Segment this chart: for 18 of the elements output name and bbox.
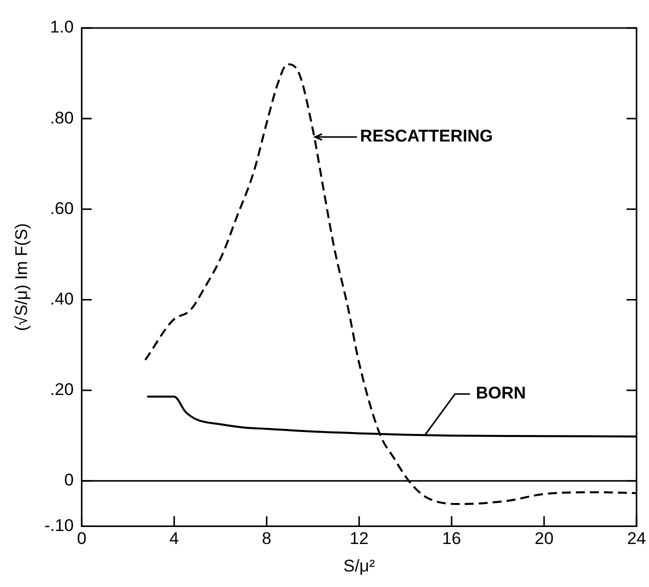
annotation: RESCATTERING [360, 126, 493, 146]
x-tick-label: 24 [627, 529, 646, 548]
y-tick-label: 1.0 [50, 18, 74, 37]
annotation: BORN [476, 383, 526, 402]
y-tick-label: 0 [64, 470, 74, 490]
x-tick-label: 0 [76, 529, 86, 548]
x-axis-title: S/μ² [343, 556, 376, 576]
x-tick-label: 4 [169, 529, 179, 548]
y-tick-label: .60 [50, 198, 74, 218]
y-tick-label: .80 [50, 108, 74, 128]
y-tick-label: -.10 [44, 516, 74, 535]
y-axis-title: (√S/μ) Im F(S) [12, 223, 31, 332]
x-tick-label: 8 [262, 529, 272, 548]
x-tick-label: 12 [350, 529, 369, 548]
x-tick-label: 20 [534, 529, 554, 548]
x-tick-label: 16 [442, 529, 462, 548]
y-tick-label: .40 [50, 289, 74, 308]
y-tick-label: .20 [50, 380, 74, 400]
